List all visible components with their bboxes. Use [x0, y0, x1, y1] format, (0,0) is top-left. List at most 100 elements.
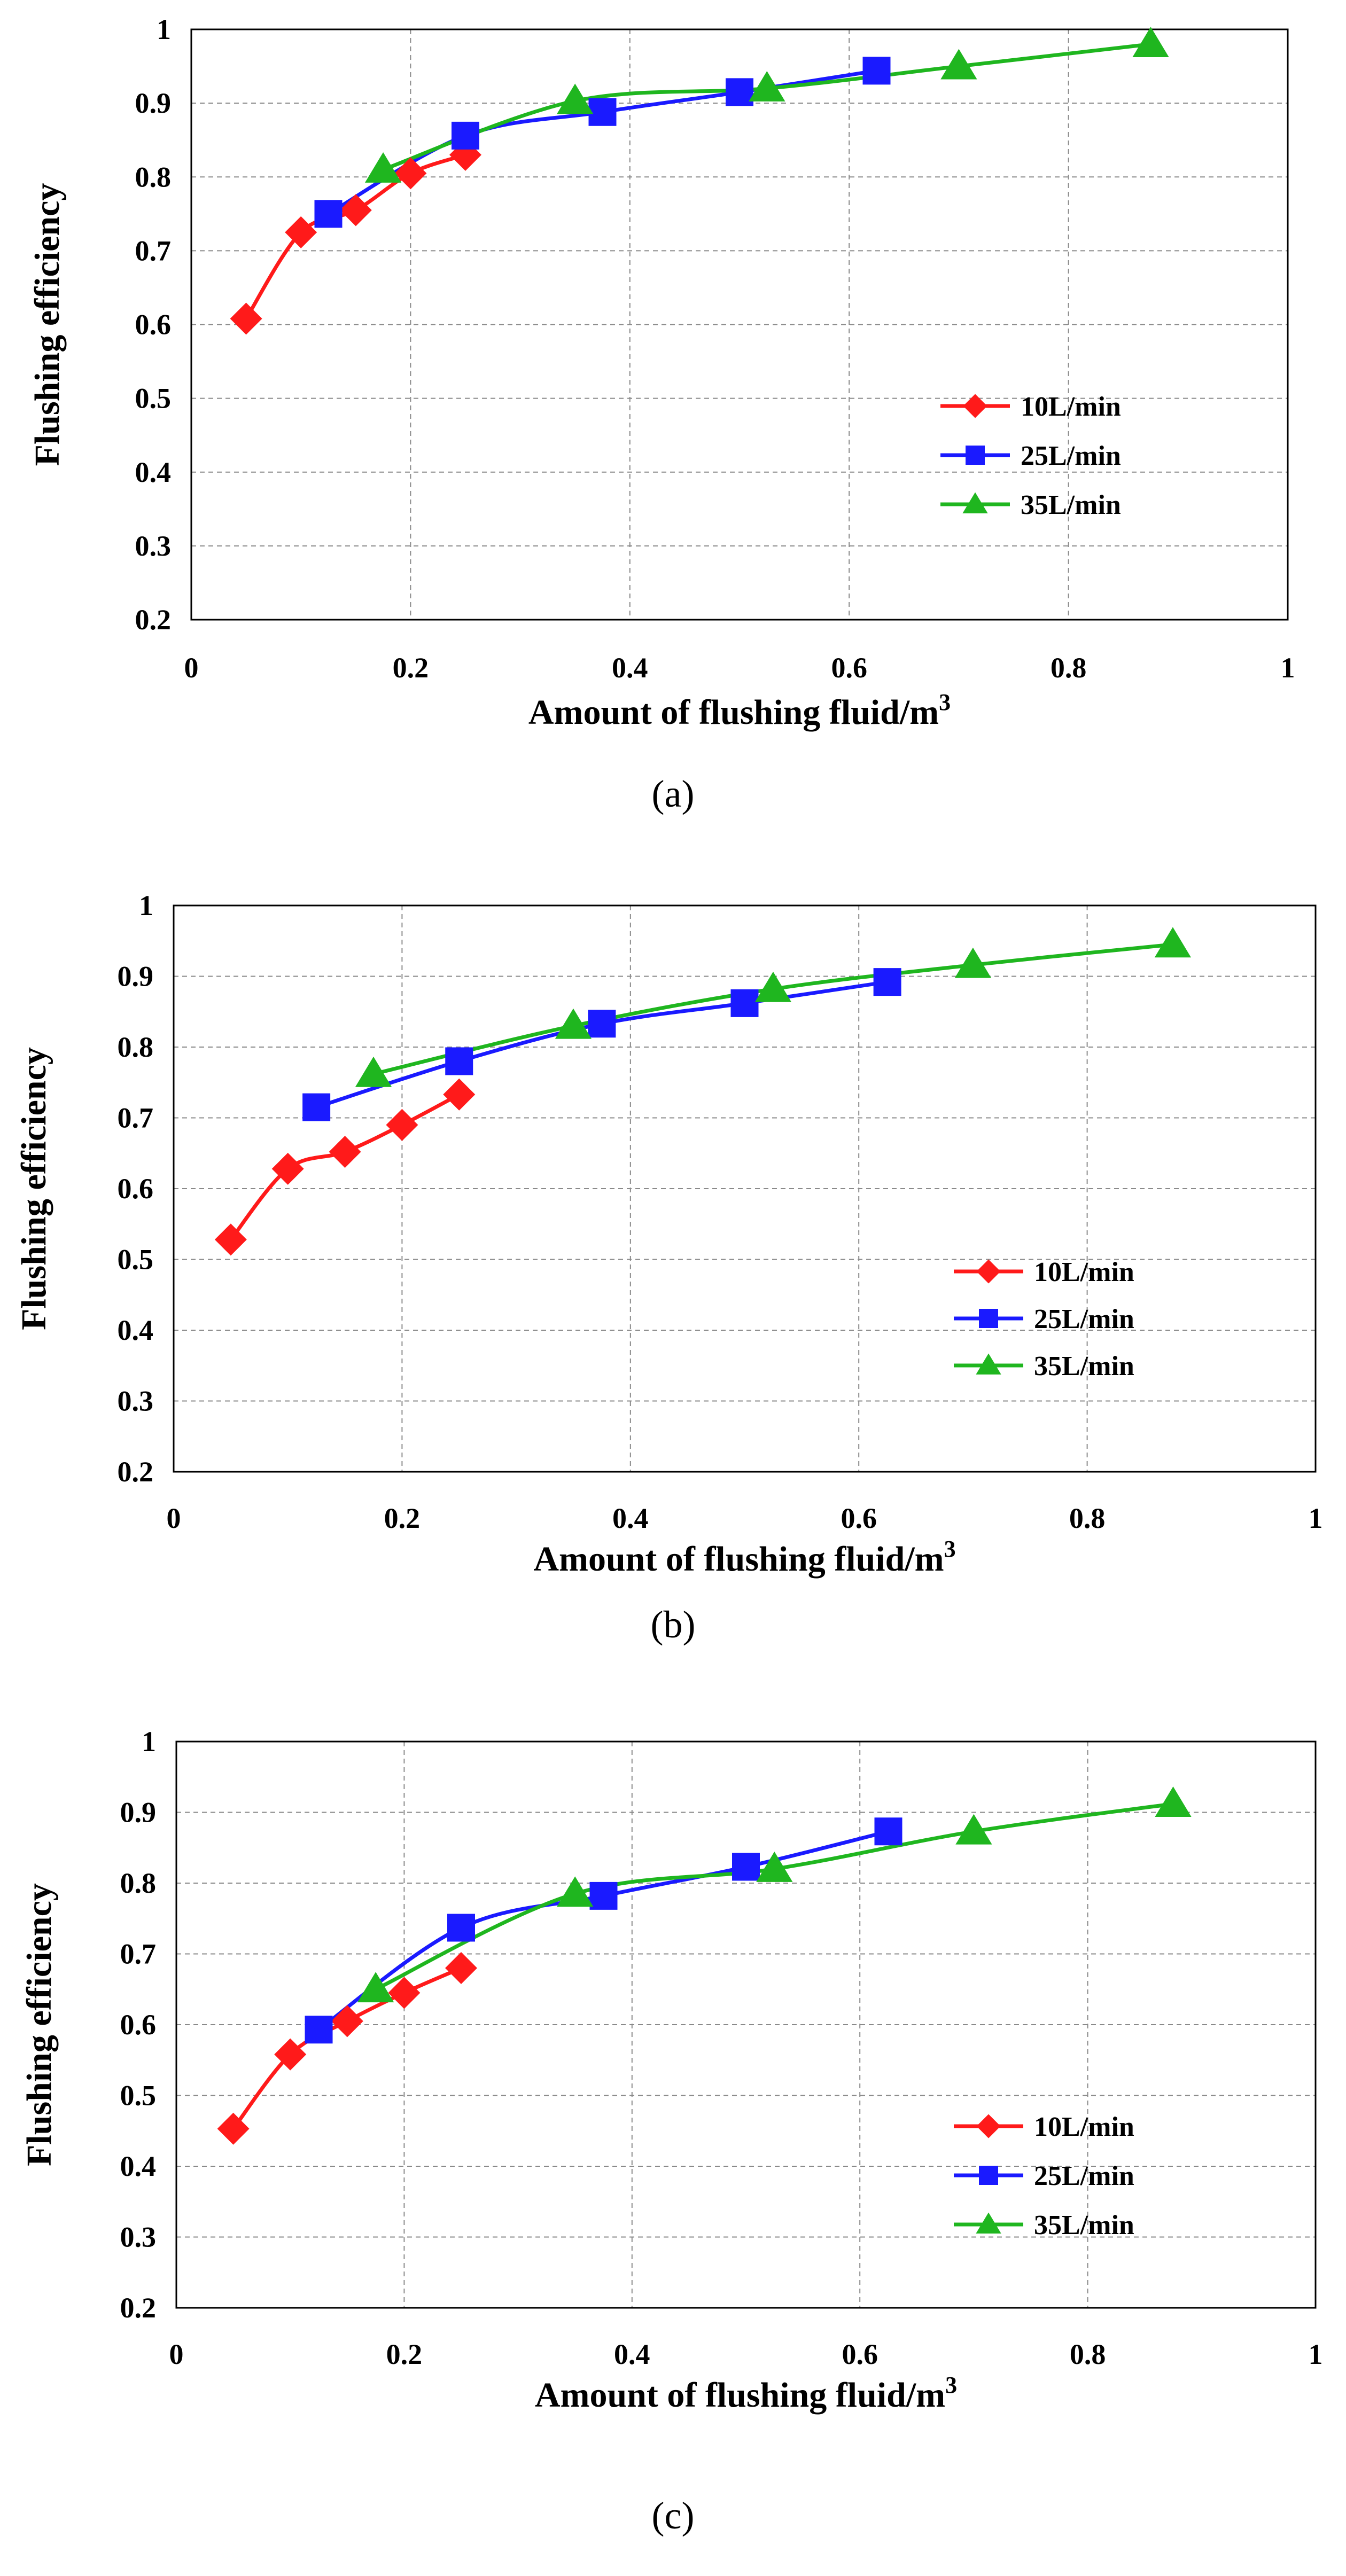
data-point-35L/min [555, 1008, 592, 1039]
data-point-25L/min [726, 78, 753, 106]
data-point-25L/min [302, 1093, 331, 1121]
x-tick-label: 0.4 [612, 1502, 649, 1534]
data-point-25L/min [588, 1010, 616, 1038]
x-tick-label: 0.6 [841, 1502, 877, 1534]
y-tick-label: 0.6 [135, 309, 172, 341]
legend-marker-25L/min [966, 446, 985, 465]
y-tick-label: 0.4 [118, 1314, 154, 1346]
legend-marker-25L/min [979, 2166, 998, 2185]
chart-panel-a: 0.2 0.3 0.4 0.5 0.6 0.7 0.8 0.9 1 0 0.2 0.4 0.6 0.8 1 A… [0, 0, 1346, 815]
legend-marker-10L/min [963, 394, 987, 418]
data-point-35L/min [1132, 27, 1169, 57]
data-point-35L/min [756, 1852, 793, 1882]
y-tick-label: 1 [142, 1726, 156, 1758]
x-tick-label: 0.6 [842, 2338, 878, 2370]
data-point-35L/min [557, 83, 594, 114]
data-point-35L/min [1155, 1786, 1192, 1817]
x-axis-title-text: Amount of flushing fluid/m [528, 693, 939, 732]
data-point-35L/min [557, 1876, 594, 1907]
y-tick-label: 0.6 [120, 2009, 157, 2041]
x-axis-title-superscript: 3 [944, 1536, 956, 1562]
y-tick-label: 0.5 [135, 383, 172, 415]
legend-label: 25L/min [1034, 2161, 1134, 2191]
y-tick-label: 0.3 [118, 1385, 154, 1417]
y-axis-title: Flushing efficiency [14, 1047, 53, 1330]
data-point-10L/min [445, 1952, 477, 1984]
caption-c: (c) [651, 2494, 695, 2537]
data-point-10L/min [443, 1078, 476, 1111]
x-tick-label: 0.2 [386, 2338, 423, 2370]
data-point-10L/min [230, 302, 262, 335]
x-tick-label: 0.4 [614, 2338, 650, 2370]
y-axis-title: Flushing efficiency [20, 1883, 59, 2166]
data-point-10L/min [274, 2038, 307, 2071]
data-point-10L/min [217, 2112, 250, 2145]
chart-svg-a: 0.2 0.3 0.4 0.5 0.6 0.7 0.8 0.9 1 0 0.2 0.4 0.6 0.8 1 A… [28, 13, 1295, 732]
y-tick-label: 0.8 [135, 161, 172, 193]
data-point-25L/min [445, 1047, 473, 1075]
data-point-25L/min [305, 2016, 333, 2044]
data-point-25L/min [874, 1817, 902, 1846]
data-point-35L/min [940, 49, 977, 80]
legend-label: 35L/min [1034, 2210, 1134, 2241]
data-point-35L/min [357, 1972, 394, 2003]
chart-panel-b: 0.2 0.3 0.4 0.5 0.6 0.7 0.8 0.9 1 0 0.2 0.4 0.6 0.8 1 A… [0, 855, 1346, 1688]
data-point-10L/min [339, 194, 372, 227]
y-tick-label: 1 [139, 889, 153, 922]
data-point-25L/min [732, 1853, 760, 1881]
data-point-10L/min [285, 216, 317, 248]
y-tick-label: 0.8 [118, 1031, 154, 1063]
y-tick-label: 1 [157, 13, 171, 45]
x-tick-label: 0.8 [1051, 652, 1087, 684]
x-tick-label: 0.6 [831, 652, 867, 684]
data-point-25L/min [873, 968, 901, 996]
x-tick-label: 0.8 [1070, 2338, 1106, 2370]
plot-border [190, 28, 1289, 621]
data-point-25L/min [452, 121, 479, 150]
x-tick-label: 0.4 [612, 652, 648, 684]
x-tick-label: 0 [184, 652, 199, 684]
data-point-35L/min [754, 971, 792, 1002]
legend-label: 35L/min [1021, 490, 1121, 520]
data-point-10L/min [329, 1136, 361, 1168]
legend-label: 25L/min [1021, 441, 1121, 471]
plot-border [175, 1740, 1317, 2309]
data-point-10L/min [386, 1109, 418, 1141]
y-tick-label: 0.3 [135, 530, 172, 562]
data-point-10L/min [214, 1223, 247, 1256]
y-tick-label: 0.2 [118, 1456, 154, 1488]
x-tick-label: 0.2 [384, 1502, 421, 1534]
legend-label: 10L/min [1034, 1257, 1134, 1287]
y-tick-label: 0.4 [120, 2150, 157, 2182]
data-point-10L/min [331, 2005, 363, 2038]
x-axis-title-text: Amount of flushing fluid/m [535, 2376, 945, 2415]
x-axis-title-superscript: 3 [939, 689, 951, 715]
legend-label: 25L/min [1034, 1304, 1134, 1334]
data-point-35L/min [355, 1056, 392, 1087]
y-tick-label: 0.4 [135, 456, 172, 488]
data-point-25L/min [447, 1914, 475, 1942]
data-point-25L/min [589, 1882, 618, 1910]
caption-a: (a) [651, 772, 695, 815]
data-point-35L/min [955, 1814, 992, 1845]
y-axis-title: Flushing efficiency [28, 183, 67, 466]
legend-label: 10L/min [1021, 392, 1121, 422]
legend-label: 35L/min [1034, 1351, 1134, 1381]
data-point-25L/min [314, 200, 343, 228]
y-tick-label: 0.9 [118, 961, 154, 993]
legend-marker-35L/min [962, 492, 988, 513]
data-point-35L/min [1154, 927, 1191, 958]
data-point-35L/min [749, 71, 785, 102]
x-tick-label: 1 [1309, 2338, 1323, 2370]
x-axis-title: Amount of flushing fluid/m3 [535, 2372, 957, 2415]
y-tick-label: 0.2 [120, 2292, 157, 2324]
y-tick-label: 0.7 [118, 1102, 154, 1134]
y-tick-label: 0.3 [120, 2221, 157, 2253]
x-axis-title-text: Amount of flushing fluid/m [533, 1540, 944, 1579]
y-tick-label: 0.7 [135, 235, 172, 267]
legend-marker-10L/min [976, 2114, 1001, 2138]
x-tick-label: 1 [1281, 652, 1295, 684]
x-axis-title: Amount of flushing fluid/m3 [528, 689, 951, 732]
y-tick-label: 0.9 [120, 1797, 157, 1829]
y-tick-label: 0.9 [135, 87, 172, 119]
